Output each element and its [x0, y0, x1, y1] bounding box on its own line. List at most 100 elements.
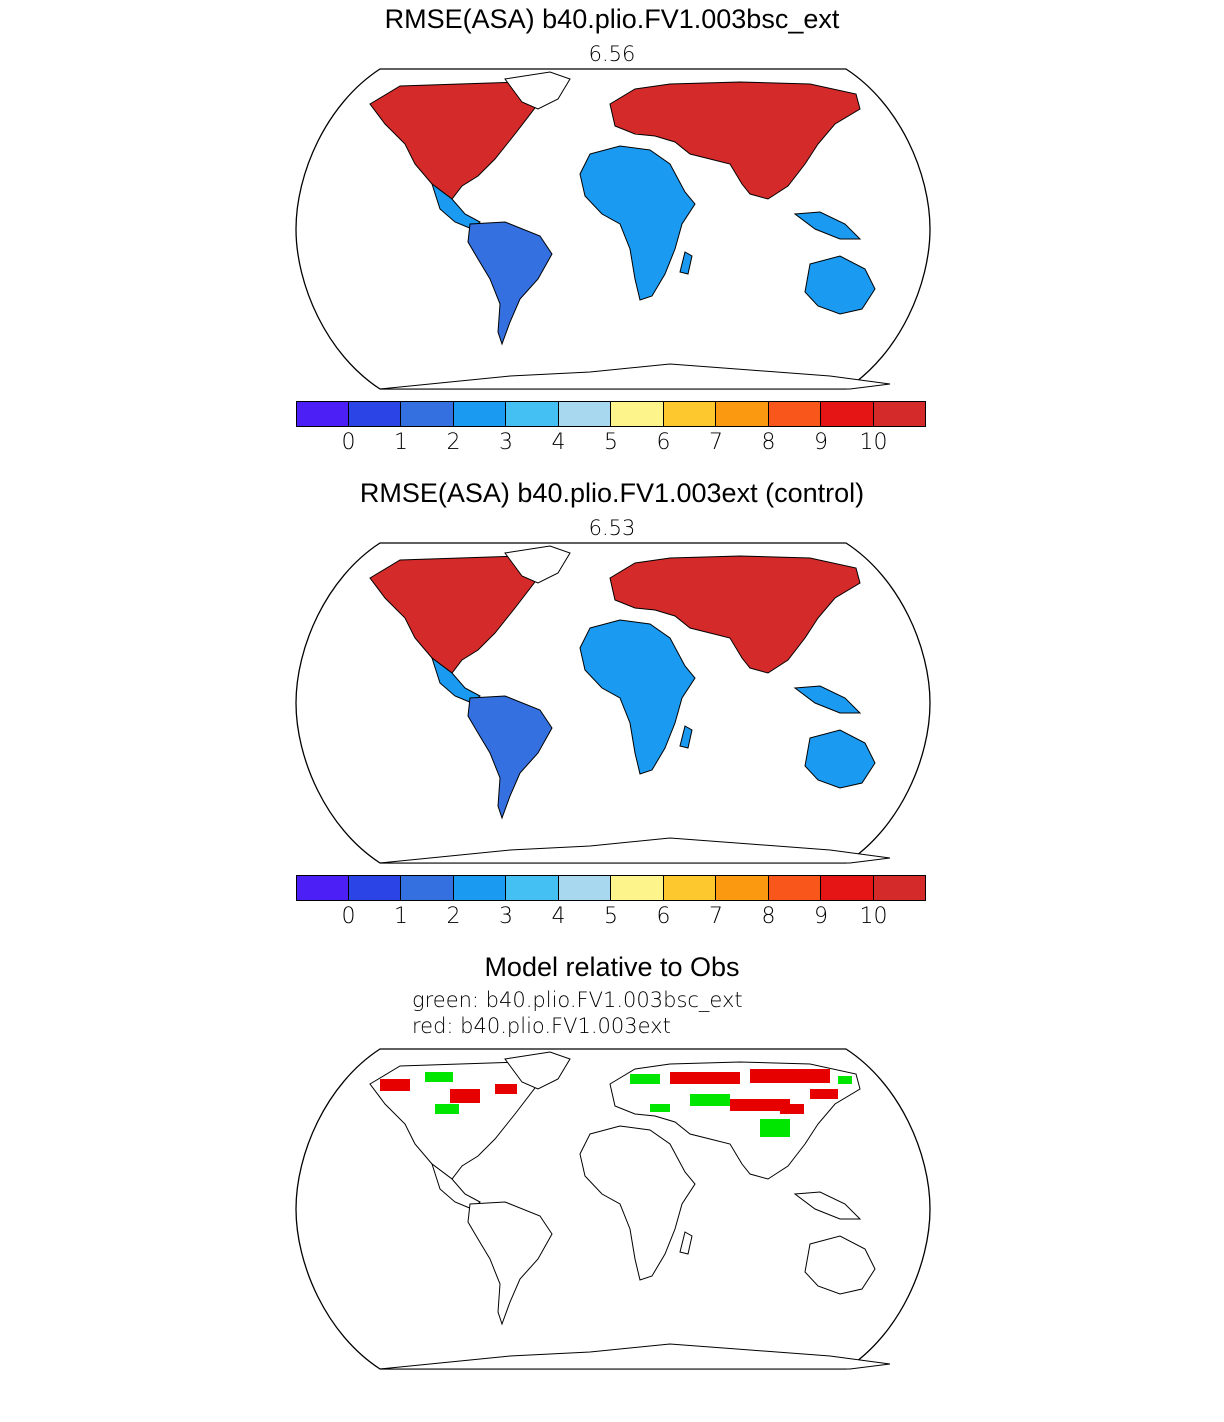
- se-asia-landmass: [793, 685, 862, 714]
- colorbar-tick-label: 8: [761, 904, 776, 929]
- africa-landmass: [579, 145, 696, 301]
- colorbar-tick-label: 3: [499, 430, 513, 455]
- colorbar-tick-label: 0: [341, 430, 356, 455]
- greenland-landmass: [504, 545, 571, 584]
- greenland-landmass: [504, 1051, 571, 1090]
- colorbar-tick-label: 1: [394, 904, 408, 929]
- south-america-landmass: [467, 695, 553, 820]
- panel-1-map: [295, 68, 931, 390]
- colorbar-swatch: [401, 401, 454, 427]
- panel-1-colorbar-labels: 0 1 2 3 4 5 6 7 8 9 10: [296, 430, 926, 460]
- green-significance-patch: [425, 1072, 453, 1082]
- panel-1-colorbar: [296, 401, 926, 427]
- colorbar-swatch: [506, 401, 559, 427]
- green-significance-patch: [838, 1076, 852, 1084]
- red-significance-patch: [730, 1099, 790, 1111]
- colorbar-tick-label: 4: [551, 904, 566, 929]
- colorbar-tick-label: 7: [709, 904, 723, 929]
- colorbar-swatch: [453, 401, 506, 427]
- colorbar-tick-label: 3: [499, 904, 513, 929]
- colorbar-tick-label: 9: [814, 430, 828, 455]
- colorbar-swatch: [348, 875, 401, 901]
- colorbar-tick-label: 8: [761, 430, 776, 455]
- south-america-landmass: [467, 1201, 553, 1326]
- colorbar-swatch: [768, 875, 821, 901]
- madagascar-landmass: [679, 1231, 693, 1255]
- south-america-landmass: [467, 221, 553, 346]
- greenland-landmass: [504, 71, 571, 110]
- green-significance-patch: [760, 1119, 790, 1137]
- colorbar-swatch: [558, 401, 611, 427]
- red-significance-patch: [495, 1084, 517, 1094]
- eurasia-landmass: [609, 1061, 861, 1180]
- comparison-map: [295, 1048, 931, 1370]
- antarctica-landmass: [379, 837, 891, 864]
- colorbar-tick-label: 5: [604, 904, 618, 929]
- green-significance-patch: [650, 1104, 670, 1112]
- colorbar-swatch: [506, 875, 559, 901]
- red-legend-label: red: b40.plio.FV1.003ext: [412, 1014, 671, 1038]
- panel-2-colorbar-labels: 0 1 2 3 4 5 6 7 8 9 10: [296, 904, 926, 934]
- colorbar-tick-label: 10: [859, 430, 888, 455]
- colorbar-tick-label: 10: [859, 904, 888, 929]
- eurasia-landmass: [609, 555, 861, 674]
- colorbar-swatch: [821, 875, 874, 901]
- panel-2-title: RMSE(ASA) b40.plio.FV1.003ext (control): [359, 478, 865, 508]
- red-significance-patch: [780, 1104, 804, 1114]
- colorbar-tick-label: 0: [341, 904, 356, 929]
- colorbar-swatch: [716, 875, 769, 901]
- panel-1-title: RMSE(ASA) b40.plio.FV1.003bsc_ext: [384, 4, 840, 34]
- colorbar-tick-label: 7: [709, 430, 723, 455]
- colorbar-swatch: [611, 401, 664, 427]
- panel-1-rmse-value: 6.56: [588, 42, 636, 66]
- colorbar-swatch: [401, 875, 454, 901]
- red-significance-patch: [750, 1069, 830, 1083]
- colorbar-tick-label: 1: [394, 430, 408, 455]
- colorbar-tick-label: 5: [604, 430, 618, 455]
- se-asia-landmass: [793, 1191, 862, 1220]
- colorbar-swatch: [296, 401, 349, 427]
- colorbar-swatch: [348, 401, 401, 427]
- colorbar-swatch: [611, 875, 664, 901]
- green-significance-patch: [630, 1074, 660, 1084]
- panel-1-map-content: [295, 68, 931, 390]
- red-significance-patch: [810, 1089, 838, 1099]
- antarctica-landmass: [379, 363, 891, 390]
- colorbar-tick-label: 4: [551, 430, 566, 455]
- green-significance-patch: [435, 1104, 459, 1114]
- australia-landmass: [804, 255, 876, 315]
- colorbar-swatch: [453, 875, 506, 901]
- madagascar-landmass: [679, 725, 693, 749]
- green-significance-patch: [690, 1094, 730, 1106]
- colorbar-swatch: [296, 875, 349, 901]
- panel-2-map-content: [295, 542, 931, 864]
- africa-landmass: [579, 619, 696, 775]
- panel-2-rmse-value: 6.53: [588, 516, 636, 540]
- colorbar-swatch: [663, 401, 716, 427]
- colorbar-swatch: [873, 875, 926, 901]
- red-significance-patch: [670, 1072, 740, 1084]
- colorbar-tick-label: 2: [446, 430, 461, 455]
- panel-2-map: [295, 542, 931, 864]
- colorbar-tick-label: 2: [446, 904, 461, 929]
- madagascar-landmass: [679, 251, 693, 275]
- colorbar-tick-label: 9: [814, 904, 828, 929]
- colorbar-swatch: [716, 401, 769, 427]
- se-asia-landmass: [793, 211, 862, 240]
- panel-2-colorbar: [296, 875, 926, 901]
- north-america-landmass: [369, 81, 539, 200]
- eurasia-landmass: [609, 81, 861, 200]
- australia-landmass: [804, 729, 876, 789]
- comparison-map-content: [295, 1048, 931, 1370]
- north-america-landmass: [369, 555, 539, 674]
- colorbar-swatch: [873, 401, 926, 427]
- red-significance-patch: [450, 1089, 480, 1103]
- australia-landmass: [804, 1235, 876, 1295]
- colorbar-tick-label: 6: [656, 430, 671, 455]
- red-significance-patch: [380, 1079, 410, 1091]
- green-legend-label: green: b40.plio.FV1.003bsc_ext: [412, 988, 743, 1012]
- colorbar-swatch: [821, 401, 874, 427]
- colorbar-swatch: [663, 875, 716, 901]
- colorbar-swatch: [558, 875, 611, 901]
- colorbar-swatch: [768, 401, 821, 427]
